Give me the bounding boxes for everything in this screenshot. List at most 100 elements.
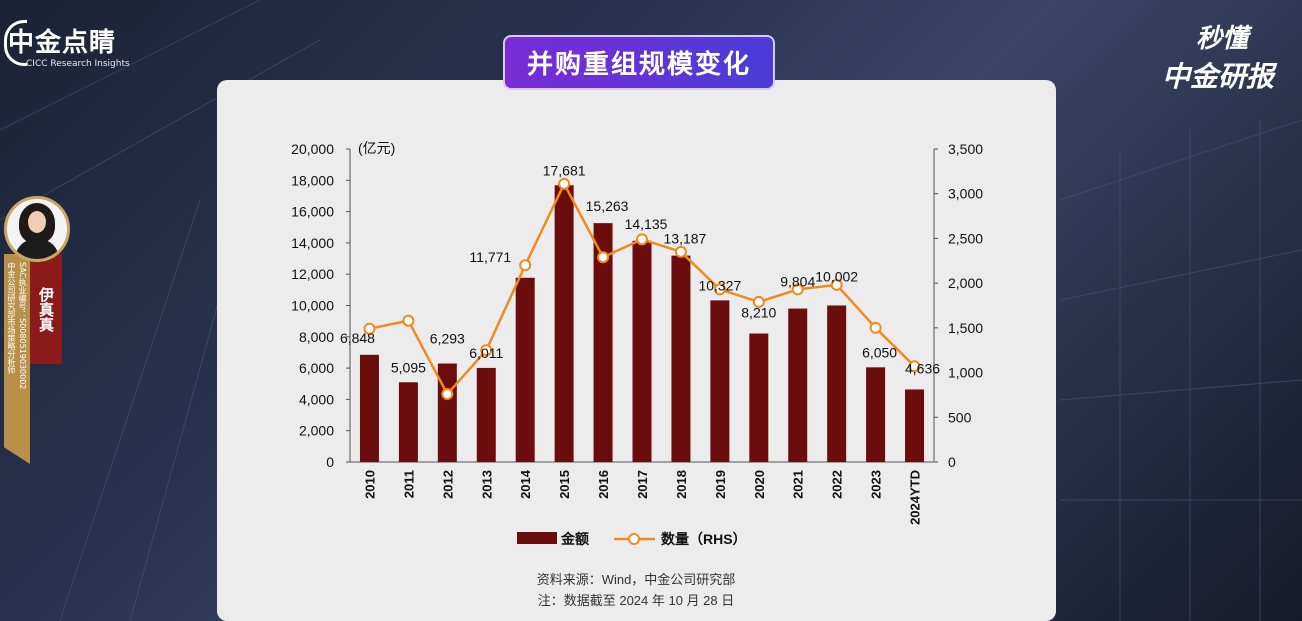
logo-line2: 中金研报 [1161,60,1274,93]
x-tick-label: 2013 [479,470,494,499]
analyst-avatar [4,196,70,262]
source-note: 资料来源：Wind，中金公司研究部 [537,572,736,587]
x-tick-label: 2016 [596,470,611,499]
x-tick-label: 2019 [713,470,728,499]
data-label-2022: 10,002 [815,268,858,284]
line-point-2015 [558,177,571,190]
y-tick-label-right: 3,500 [948,141,983,157]
line-point-2017 [636,233,648,246]
data-label-2023: 6,050 [862,344,897,360]
x-tick-label: 2023 [869,470,884,499]
y-tick-label-right: 1,000 [948,365,983,381]
bar-2016 [593,223,613,462]
line-point-2012 [441,388,454,401]
line-point-2013 [480,344,493,357]
y-tick-label-left: 2,000 [299,423,334,439]
legend-swatch-amount [517,532,557,544]
y-tick-label-left: 12,000 [291,266,334,282]
bar-2013 [476,367,496,462]
x-tick-label: 2021 [791,470,806,499]
bar-2019 [710,300,730,462]
line-point-2022 [830,278,843,291]
analyst-cert: SAC执业编号：S0080519030002 [18,262,27,390]
bar-2024YTD [905,389,925,462]
line-point-2018 [674,245,687,258]
analyst-name: 伊真真 [30,254,62,364]
y-tick-label-right: 0 [948,454,956,470]
slide-title: 并购重组规模变化 [503,35,775,90]
y-tick-label-right: 2,500 [948,230,983,246]
x-tick-label: 2011 [401,470,416,498]
x-tick-label: 2017 [635,470,650,499]
legend-label-count: 数量（RHS） [661,531,747,547]
line-point-2021 [791,283,804,296]
y-tick-label-left: 0 [326,454,334,470]
y-tick-label-right: 2,000 [948,275,983,291]
line-point-2016 [597,251,610,264]
analyst-ribbon [4,254,30,464]
chart-card: 20,000 18,000 16,000 14,000 12,000 10,000 8,00… [217,80,1056,621]
data-label-2020: 8,210 [741,305,776,321]
data-label-2014: 11,771 [469,249,511,265]
y-tick-label-right: 500 [948,409,972,425]
x-tick-label: 2024YTD [908,470,923,525]
y-tick-label-left: 4,000 [299,391,334,407]
data-label-2017: 14,135 [625,216,668,232]
y-tick-label-left: 8,000 [299,329,334,345]
bar-2020 [749,333,769,462]
line-point-2024YTD [908,360,921,373]
bar-2012 [437,363,457,462]
data-label-2010: 6,848 [340,330,375,346]
line-point-2010 [363,322,376,335]
data-label-2013: 6,011 [469,345,503,361]
bar-2010 [359,354,379,462]
bar-2011 [398,382,418,462]
x-tick-label: 2012 [440,470,455,499]
y-tick-label-right: 3,000 [948,186,983,202]
x-tick-label: 2014 [518,469,533,499]
data-label-2021: 9,804 [780,274,815,290]
line-point-2019 [713,283,726,296]
data-label-2015: 17,681 [543,162,586,178]
data-label-2016: 15,263 [586,198,629,214]
bar-2015 [554,185,574,462]
cicc-logo: 中金点睛 CICC Research Insights [4,20,130,69]
data-label-2024YTD: 4,636 [905,360,940,376]
x-tick-label: 2015 [557,470,572,499]
data-label-2019: 10,327 [698,277,741,293]
line-point-2020 [752,295,765,308]
line-point-2014 [519,259,532,272]
miaodong-logo: 秒懂 中金研报 [1162,18,1274,95]
analyst-badge: 中金公司研究部市场策略分析师 SAC执业编号：S0080519030002 伊真… [0,190,70,465]
bar-2018 [671,255,691,462]
line-point-2011 [402,314,415,327]
logo-line1: 秒懂 [1195,24,1248,54]
chart: 20,000 18,000 16,000 14,000 12,000 10,000 8,00… [291,140,983,608]
bar-2017 [632,240,652,462]
legend-label-amount: 金额 [560,531,589,547]
bar-2014 [515,277,535,462]
y-tick-label-right: 1,500 [948,320,983,336]
y-axis-unit: (亿元) [358,140,395,156]
y-tick-label-left: 20,000 [291,141,334,157]
x-tick-label: 2022 [830,470,845,499]
legend-swatch-count-marker [628,533,640,545]
logo-en-text: CICC Research Insights [26,59,130,69]
bar-2023 [866,367,886,462]
y-tick-label-left: 6,000 [299,360,334,376]
data-label-2012: 6,293 [430,331,465,347]
y-tick-label-left: 16,000 [291,204,334,220]
y-tick-label-left: 14,000 [291,235,334,251]
analyst-title: 中金公司研究部市场策略分析师 [7,262,16,374]
data-label-2018: 13,187 [664,231,707,247]
line-point-2023 [869,321,882,334]
bar-2021 [788,308,808,462]
data-label-2011: 5,095 [391,359,426,375]
bar-2022 [827,305,847,462]
date-note: 注：数据截至 2024 年 10 月 28 日 [538,593,735,608]
x-tick-label: 2010 [362,470,377,499]
x-tick-label: 2020 [752,470,767,499]
y-tick-label-left: 18,000 [291,172,334,188]
